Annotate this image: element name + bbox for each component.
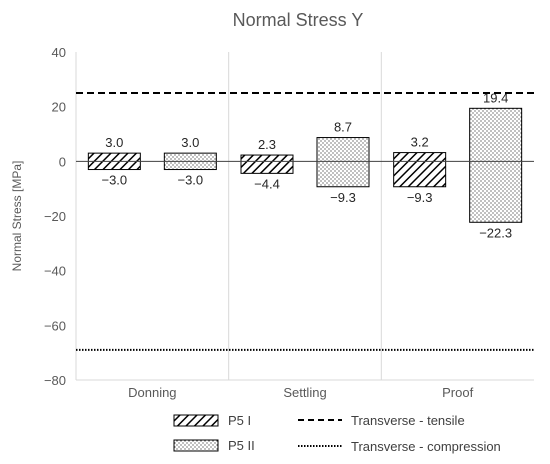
data-label-max: 19.4 — [483, 90, 508, 105]
data-label-max: 8.7 — [334, 120, 352, 135]
data-label-min: −4.4 — [254, 176, 280, 191]
legend: P5 I P5 II Transverse - tensile Transver… — [173, 413, 501, 454]
legend-swatch-p5-ii — [173, 439, 219, 452]
y-tick-label: 0 — [59, 154, 66, 169]
data-label-max: 3.0 — [105, 135, 123, 150]
bar-p5-i-settling — [240, 154, 294, 174]
bar-p5-i-proof — [393, 152, 447, 188]
x-category-label: Donning — [128, 385, 176, 400]
y-tick-label: −80 — [44, 373, 66, 388]
legend-label-p5-ii: P5 II — [228, 438, 255, 453]
y-axis-label: Normal Stress [MPa] — [10, 161, 24, 272]
y-tick-label: −20 — [44, 209, 66, 224]
data-label-min: −9.3 — [330, 190, 356, 205]
data-label-max: 2.3 — [258, 137, 276, 152]
data-label-min: −9.3 — [407, 190, 433, 205]
data-label-min: −3.0 — [101, 173, 127, 188]
legend-label-tensile: Transverse - tensile — [351, 413, 465, 428]
y-tick-label: −60 — [44, 318, 66, 333]
y-tick-label: −40 — [44, 264, 66, 279]
legend-label-p5-i: P5 I — [228, 413, 251, 428]
x-category-label: Settling — [283, 385, 326, 400]
x-category-label: Proof — [442, 385, 473, 400]
y-tick-label: 40 — [52, 45, 66, 60]
legend-swatch-p5-i — [173, 414, 219, 427]
plot-area: 40 20 0 −20 −40 −60 −80 3.0 −3.0 2.3 −4.4 3.2 −9.3 3.… — [44, 45, 534, 400]
data-label-max: 3.2 — [411, 135, 429, 150]
bar-p5-ii-proof — [469, 107, 523, 223]
y-tick-label: 20 — [52, 100, 66, 115]
data-label-max: 3.0 — [181, 135, 199, 150]
bar-p5-ii-settling — [316, 137, 370, 188]
chart-title: Normal Stress Y — [233, 10, 364, 30]
data-label-min: −3.0 — [177, 173, 203, 188]
legend-label-compression: Transverse - compression — [351, 439, 501, 454]
data-label-min: −22.3 — [479, 225, 512, 240]
